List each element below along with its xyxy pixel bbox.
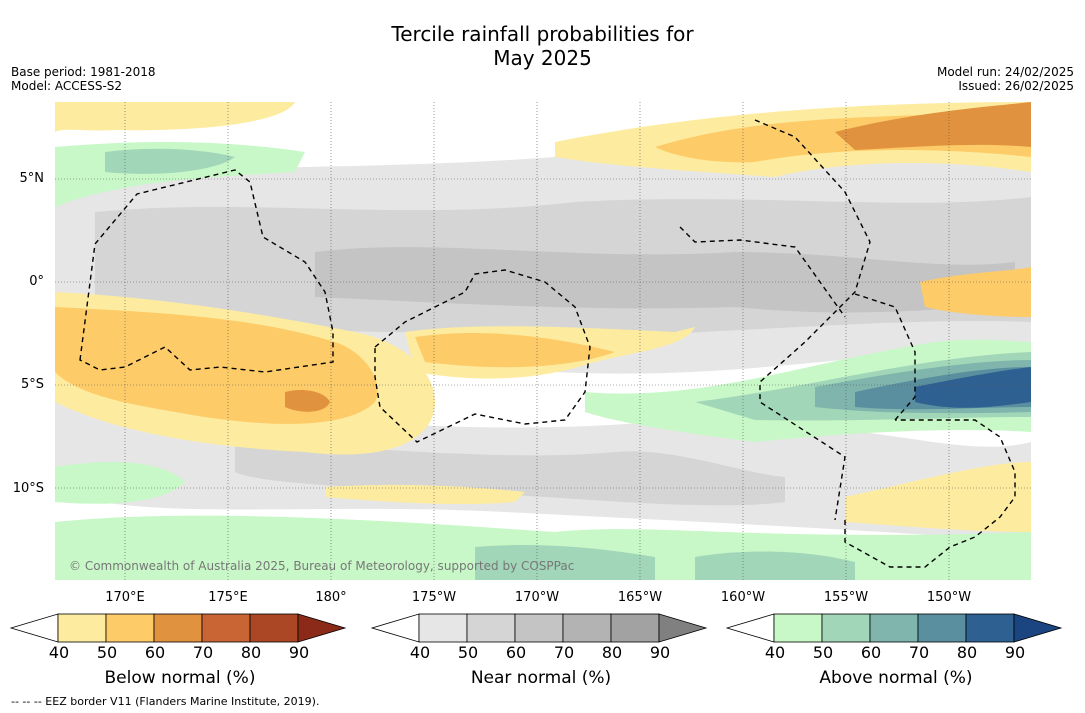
base-period: Base period: 1981-2018 xyxy=(11,65,156,79)
colorbar-above-normal xyxy=(726,613,1063,643)
meta-right: Model run: 24/02/2025 Issued: 26/02/2025 xyxy=(937,65,1074,93)
map-gridlines xyxy=(55,102,1031,580)
below-normal-region-central-50 xyxy=(415,332,615,368)
colorbar-segment xyxy=(57,613,107,643)
colorbar-segment xyxy=(821,613,871,643)
lon-label-170w: 170°W xyxy=(514,590,560,605)
cb-above-tick: 60 xyxy=(860,643,882,662)
colorbar-segment xyxy=(153,613,203,643)
below-normal-region-se xyxy=(845,462,1031,532)
colorbar-segment xyxy=(773,613,823,643)
colorbar-extend-high xyxy=(658,613,708,643)
lon-label-170e: 170°E xyxy=(105,590,145,605)
cb-near-tick: 90 xyxy=(649,643,671,662)
cb-near-tick: 40 xyxy=(409,643,431,662)
eez-footnote: -- -- -- EEZ border V11 (Flanders Marine… xyxy=(11,695,320,708)
colorbar-segment xyxy=(201,613,251,643)
copyright-text: © Commonwealth of Australia 2025, Bureau… xyxy=(69,559,574,573)
colorbar-below-normal xyxy=(10,613,347,643)
lon-label-175w: 175°W xyxy=(411,590,457,605)
lon-label-150w: 150°W xyxy=(926,590,972,605)
model-run: Model run: 24/02/2025 xyxy=(936,65,1074,79)
meta-left: Base period: 1981-2018 Model: ACCESS-S2 xyxy=(11,65,156,93)
cb-below-tick: 80 xyxy=(240,643,262,662)
below-normal-region-nw xyxy=(55,102,295,132)
cb-near-tick: 60 xyxy=(505,643,527,662)
below-normal-region-south-strip xyxy=(325,484,525,505)
map-title: Tercile rainfall probabilities for May 2… xyxy=(0,22,1085,70)
cb-below-tick: 40 xyxy=(48,643,70,662)
colorbar-segment xyxy=(105,613,155,643)
lat-label-5s: 5°S xyxy=(20,377,44,392)
colorbar-segment xyxy=(965,613,1015,643)
cb-above-tick: 70 xyxy=(908,643,930,662)
cb-above-tick: 40 xyxy=(764,643,786,662)
above-normal-region-nw-50 xyxy=(105,148,235,174)
lat-label-10s: 10°S xyxy=(12,481,44,496)
lon-label-155w: 155°W xyxy=(823,590,869,605)
colorbar-segment xyxy=(610,613,660,643)
near-normal-region-south-50 xyxy=(235,442,785,506)
colorbar-extend-low xyxy=(10,613,59,643)
cb-near-tick: 80 xyxy=(601,643,623,662)
above-normal-region-south-50 xyxy=(475,545,655,580)
colorbar-segment xyxy=(869,613,919,643)
colorbar-segment xyxy=(249,613,299,643)
colorbar-extend-high xyxy=(1013,613,1063,643)
model-name: Model: ACCESS-S2 xyxy=(11,79,123,93)
above-normal-region-south-50b xyxy=(695,551,855,580)
cb-below-title: Below normal (%) xyxy=(104,668,256,688)
colorbar-extend-low xyxy=(726,613,775,643)
lat-label-5n: 5°N xyxy=(19,171,45,186)
lon-label-175e: 175°E xyxy=(208,590,248,605)
colorbar-segment xyxy=(418,613,468,643)
title-line-1: Tercile rainfall probabilities for xyxy=(391,22,694,46)
cb-near-tick: 70 xyxy=(553,643,575,662)
lon-label-160w: 160°W xyxy=(720,590,766,605)
cb-below-tick: 60 xyxy=(144,643,166,662)
cb-above-title: Above normal (%) xyxy=(819,668,973,688)
above-normal-region-sw xyxy=(55,462,185,504)
cb-above-tick: 50 xyxy=(812,643,834,662)
below-normal-region-ne-60 xyxy=(835,102,1031,150)
probability-map: © Commonwealth of Australia 2025, Bureau… xyxy=(55,102,1031,580)
lon-label-165w: 165°W xyxy=(617,590,663,605)
issued-date: Issued: 26/02/2025 xyxy=(958,79,1074,93)
near-normal-region-60 xyxy=(315,247,1015,313)
cb-below-tick: 70 xyxy=(192,643,214,662)
lat-label-0: 0° xyxy=(29,274,44,289)
colorbar-segment xyxy=(514,613,564,643)
colorbar-segment xyxy=(562,613,612,643)
colorbar-near-normal xyxy=(371,613,708,643)
cb-near-tick: 50 xyxy=(457,643,479,662)
eez-borders xyxy=(79,119,1016,568)
colorbar-segment xyxy=(917,613,967,643)
cb-below-tick: 50 xyxy=(96,643,118,662)
colorbar-extend-low xyxy=(371,613,420,643)
cb-near-title: Near normal (%) xyxy=(470,668,612,688)
cb-above-tick: 80 xyxy=(956,643,978,662)
cb-below-tick: 90 xyxy=(288,643,310,662)
below-normal-region-sw-60 xyxy=(285,390,330,412)
above-normal-region-se-80 xyxy=(915,367,1031,408)
colorbar-extend-high xyxy=(297,613,347,643)
lon-label-180: 180° xyxy=(315,590,347,605)
title-line-2: May 2025 xyxy=(493,46,592,70)
colorbar-segment xyxy=(466,613,516,643)
cb-above-tick: 90 xyxy=(1004,643,1026,662)
below-normal-region-east xyxy=(920,267,1031,317)
